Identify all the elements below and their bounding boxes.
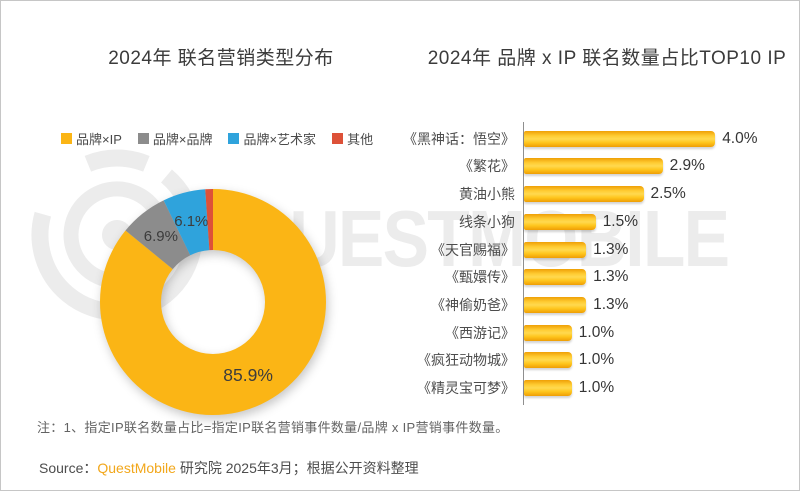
bar-row: 《甄嬛传》 1.3%: [331, 263, 797, 291]
source-brand: QuestMobile: [97, 460, 176, 476]
legend-swatch-icon: [332, 133, 344, 144]
bar-row: 黄油小熊 2.5%: [331, 180, 797, 208]
bar-category-label: 《繁花》: [459, 158, 515, 175]
bar-row: 《繁花》 2.9%: [331, 153, 797, 181]
donut-slice-label: 6.1%: [174, 213, 208, 230]
donut-slice: [99, 189, 326, 415]
bar: [524, 324, 572, 341]
bar-row: 《疯狂动物城》 1.0%: [331, 346, 797, 374]
donut-slice-label: 85.9%: [223, 365, 273, 385]
bar-row: 《神偷奶爸》 1.3%: [331, 291, 797, 319]
source-suffix: 研究院 2025年3月；根据公开资料整理: [175, 460, 419, 476]
bar: [524, 269, 587, 286]
bar-value-label: 4.0%: [722, 129, 758, 147]
source-prefix: Source：: [39, 460, 98, 476]
legend-label: 品牌×艺术家: [243, 132, 317, 147]
bar: [524, 352, 572, 369]
bar-value-label: 2.9%: [669, 157, 705, 175]
legend-label: 品牌×IP: [76, 132, 122, 147]
legend-label: 品牌×品牌: [152, 132, 213, 147]
bar: [524, 296, 587, 313]
legend-item: 其他: [332, 129, 373, 148]
donut-chart-svg: 85.9% 6.9%6.1%: [99, 189, 326, 415]
bar: [524, 130, 716, 147]
donut-slice: [205, 189, 213, 251]
bar-row: 《黑神话：悟空》 4.0%: [331, 125, 797, 153]
source-line: Source：QuestMobile 研究院 2025年3月；根据公开资料整理: [39, 458, 419, 478]
footnote: 注：1、指定IP联名数量占比=指定IP联名营销事件数量/品牌 x IP营销事件数…: [37, 420, 509, 435]
legend-swatch-icon: [137, 133, 149, 144]
bar-value-label: 1.3%: [593, 240, 629, 258]
bar-value-label: 1.0%: [578, 378, 615, 396]
bar: [524, 379, 572, 396]
bar-category-label: 《黑神话：悟空》: [403, 130, 515, 147]
legend-item: 品牌×品牌: [137, 129, 213, 148]
bar-chart: 《黑神话：悟空》 4.0% 《繁花》 2.9% 黄油小熊 2.5% 线条小狗 1.5% 《天官赐…: [331, 122, 797, 405]
donut-chart: 85.9% 6.9% 6.1%: [95, 184, 331, 420]
bar-chart-axis-line: [523, 122, 524, 405]
bar-row: 《精灵宝可梦》 1.0%: [331, 374, 797, 402]
bar-value-label: 2.5%: [650, 185, 686, 203]
legend-item: 品牌×艺术家: [228, 129, 316, 148]
bar-value-label: 1.0%: [578, 323, 615, 341]
bar-category-label: 《西游记》: [445, 324, 515, 341]
right-chart-title: 2024年 品牌 x IP 联名数量占比TOP10 IP: [427, 48, 787, 69]
bar-value-label: 1.5%: [602, 212, 639, 230]
bar-value-label: 1.0%: [578, 351, 615, 369]
bar-category-label: 《疯狂动物城》: [417, 352, 515, 369]
bar-row: 《西游记》 1.0%: [331, 319, 797, 347]
bar-category-label: 黄油小熊: [459, 186, 515, 203]
bar-row: 《天官赐福》 1.3%: [331, 236, 797, 264]
bar: [524, 158, 663, 175]
bar-category-label: 《天官赐福》: [431, 241, 515, 258]
legend-label: 其他: [347, 132, 374, 147]
bar-category-label: 《神偷奶爸》: [431, 296, 515, 313]
bar: [524, 241, 587, 258]
bar-value-label: 1.3%: [593, 268, 629, 286]
donut-slice-label: 6.9%: [144, 228, 178, 245]
donut-slice: [125, 200, 191, 270]
bar-row: 线条小狗 1.5%: [331, 208, 797, 236]
bar: [524, 186, 644, 203]
bar-category-label: 《精灵宝可梦》: [417, 379, 515, 396]
bar: [524, 213, 596, 230]
bar-category-label: 线条小狗: [459, 213, 515, 230]
legend-swatch-icon: [228, 133, 240, 144]
bar-value-label: 1.3%: [593, 295, 629, 313]
legend-item: 品牌×IP: [61, 129, 122, 148]
pie-legend: 品牌×IP 品牌×品牌 品牌×艺术家 其他: [61, 129, 373, 148]
donut-slice: [163, 189, 210, 256]
bar-category-label: 《甄嬛传》: [445, 269, 515, 286]
left-chart-title: 2024年 联名营销类型分布: [108, 48, 334, 69]
legend-swatch-icon: [61, 133, 72, 144]
